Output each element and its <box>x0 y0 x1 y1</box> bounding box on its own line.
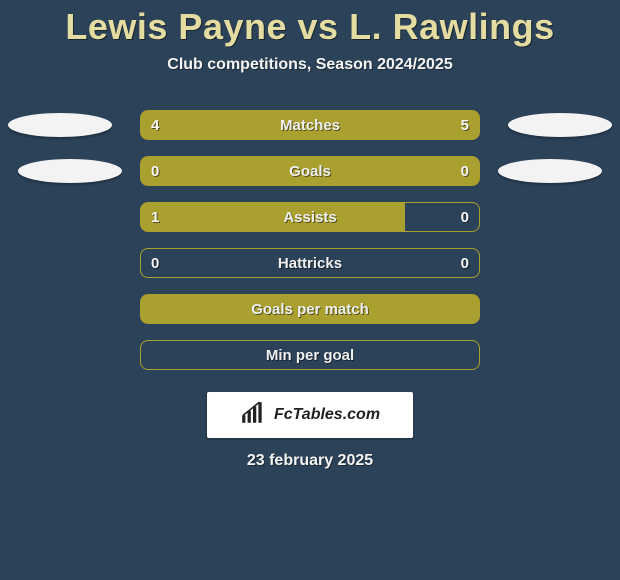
avatar-placeholder-left <box>8 113 112 137</box>
stat-value-right: 0 <box>461 255 469 272</box>
stat-bar-track: 0 0Hattricks <box>140 248 480 278</box>
stat-value-right: 5 <box>461 117 469 134</box>
stat-bar-fill <box>141 157 479 185</box>
stat-bar-track: 00Goals <box>140 156 480 186</box>
stat-row: 0 0Hattricks <box>0 240 620 286</box>
player-right-name: L. Rawlings <box>349 6 555 47</box>
stat-bar-fill <box>141 295 479 323</box>
stat-value-left: 1 <box>151 209 159 226</box>
stat-value-right: 0 <box>461 163 469 180</box>
avatar-placeholder-left <box>18 159 122 183</box>
vs-text: vs <box>298 6 339 47</box>
page-title: Lewis Payne vs L. Rawlings <box>65 6 554 48</box>
stats-container: 45Matches00Goals10Assists00HattricksGoal… <box>0 102 620 378</box>
stat-bar-track: 10Assists <box>140 202 480 232</box>
stat-value-right: 0 <box>461 209 469 226</box>
stat-label: Min per goal <box>141 347 479 364</box>
stat-bar-left <box>141 203 405 231</box>
site-badge: FcTables.com <box>207 392 413 438</box>
chart-icon <box>240 400 266 431</box>
player-left-name: Lewis Payne <box>65 6 287 47</box>
stat-bar-track: Min per goal <box>140 340 480 370</box>
stat-row: Min per goal <box>0 332 620 378</box>
stat-value-left: 4 <box>151 117 159 134</box>
stat-bar-left <box>141 111 290 139</box>
stat-row: 00Goals <box>0 148 620 194</box>
stat-label: Hattricks <box>141 255 479 272</box>
stat-row: 45Matches <box>0 102 620 148</box>
avatar-placeholder-right <box>508 113 612 137</box>
stat-bar-right <box>290 111 479 139</box>
stat-row: 10Assists <box>0 194 620 240</box>
badge-text: FcTables.com <box>274 406 380 424</box>
subtitle: Club competitions, Season 2024/2025 <box>167 56 452 74</box>
stat-value-left: 0 <box>151 163 159 180</box>
stat-bar-track: 45Matches <box>140 110 480 140</box>
stat-value-left: 0 <box>151 255 159 272</box>
stat-row: Goals per match <box>0 286 620 332</box>
date-text: 23 february 2025 <box>247 452 373 470</box>
stat-bar-track: Goals per match <box>140 294 480 324</box>
avatar-placeholder-right <box>498 159 602 183</box>
